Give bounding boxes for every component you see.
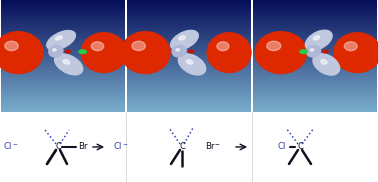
Text: C: C <box>297 143 303 151</box>
Text: C: C <box>55 143 61 151</box>
Text: Cl: Cl <box>4 143 12 151</box>
Text: −: − <box>214 142 219 147</box>
Text: Cl: Cl <box>114 143 122 151</box>
Text: −: − <box>12 142 17 147</box>
Text: Br: Br <box>205 143 215 151</box>
Text: −: − <box>122 142 127 147</box>
Text: C: C <box>179 143 185 151</box>
Text: Cl: Cl <box>278 143 286 151</box>
Text: Br: Br <box>78 143 88 151</box>
